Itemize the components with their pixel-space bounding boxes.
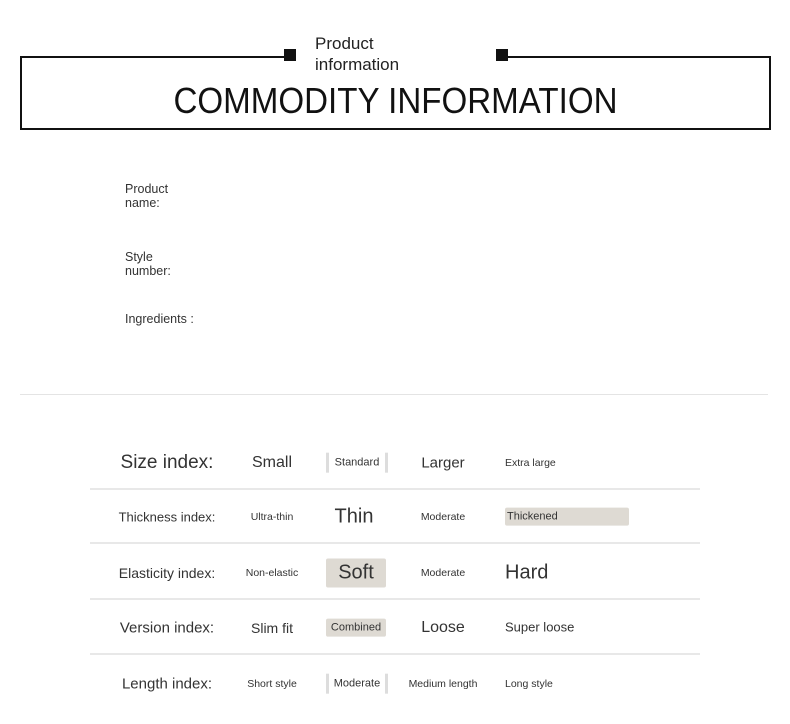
- index-row: Size index: Small Standard Larger Extra larg…: [90, 435, 700, 490]
- index-option-selected: Moderate: [326, 673, 388, 694]
- index-option-selected: Standard: [326, 452, 388, 473]
- index-option: Super loose: [505, 619, 575, 635]
- index-label: Length index:: [121, 675, 213, 692]
- index-option: Thin: [334, 505, 374, 527]
- field-style-number: Style number:: [125, 250, 171, 278]
- index-option: Short style: [247, 677, 297, 690]
- index-row: Version index: Slim fit Combined Loose Super…: [90, 600, 700, 655]
- index-option: Medium length: [408, 677, 478, 690]
- index-label: Version index:: [119, 619, 215, 636]
- section-divider: [20, 394, 768, 395]
- row-divider: [90, 488, 700, 490]
- index-option: Small: [251, 453, 292, 471]
- index-label: Size index:: [120, 451, 214, 473]
- index-label: Thickness index:: [118, 509, 216, 524]
- index-option: Moderate: [420, 566, 466, 579]
- index-option-selected: Thickened: [505, 507, 629, 526]
- index-option: Loose: [421, 618, 465, 636]
- index-option: Long style: [505, 677, 553, 690]
- header-line-right: [502, 56, 770, 58]
- field-ingredients: Ingredients :: [125, 312, 194, 326]
- index-option: Moderate: [420, 510, 466, 523]
- index-option: Hard: [505, 561, 549, 583]
- row-divider: [90, 542, 700, 544]
- field-product-name: Product name:: [125, 182, 169, 210]
- index-row: Length index: Short style Moderate Medium l…: [90, 656, 700, 711]
- index-label: Elasticity index:: [118, 564, 216, 581]
- square-marker-icon: [496, 49, 508, 61]
- index-option: Larger: [421, 453, 465, 471]
- index-option: Extra large: [505, 456, 556, 469]
- page-title: COMMODITY INFORMATION: [173, 80, 618, 121]
- index-option: Ultra-thin: [250, 510, 294, 523]
- index-row: Elasticity index: Non-elastic Soft Moderate…: [90, 545, 700, 600]
- index-option-selected: Soft: [326, 558, 386, 587]
- index-row: Thickness index: Ultra-thin Thin Moderate Th…: [90, 489, 700, 544]
- row-divider: [90, 653, 700, 655]
- index-option-selected: Combined: [326, 618, 386, 637]
- header-box: [20, 56, 771, 130]
- index-option: Non-elastic: [245, 566, 299, 579]
- square-marker-icon: [284, 49, 296, 61]
- row-divider: [90, 598, 700, 600]
- header-line-left: [20, 56, 290, 58]
- index-option: Slim fit: [251, 619, 293, 636]
- header-subtitle: Product information: [315, 34, 400, 74]
